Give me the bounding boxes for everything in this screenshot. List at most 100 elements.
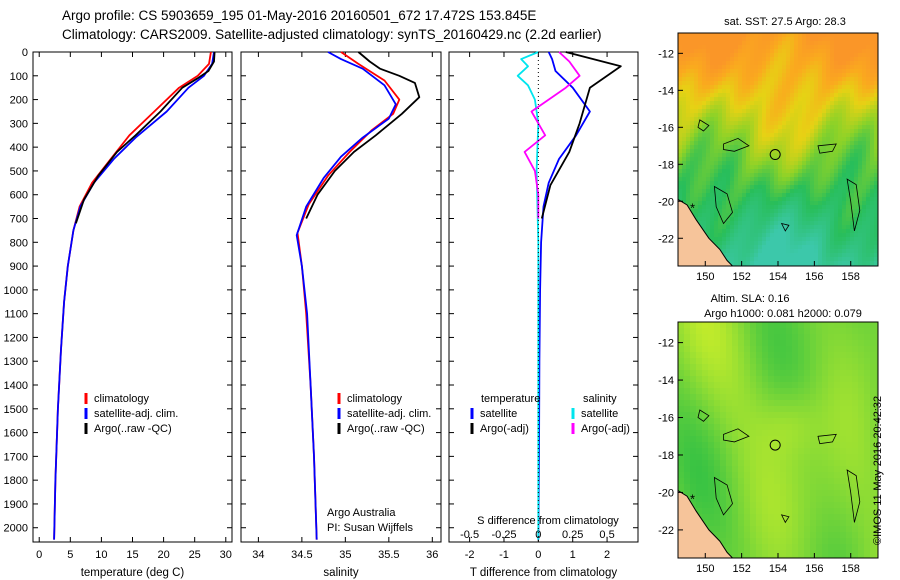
map-cell — [842, 69, 847, 74]
map-cell — [852, 520, 859, 527]
map-cell — [722, 245, 727, 250]
series-line-t-argo--adj- — [540, 51, 622, 219]
map-cell — [792, 508, 799, 515]
map-cell — [744, 544, 751, 551]
map-cell — [814, 185, 819, 190]
map-cell — [798, 352, 805, 359]
map-cell — [780, 376, 787, 383]
map-cell — [854, 257, 859, 262]
map-cell — [694, 213, 699, 218]
map-cell — [822, 245, 827, 250]
map-cell — [798, 478, 805, 485]
map-cell — [798, 532, 805, 539]
map-cell — [798, 249, 803, 254]
map-cell — [790, 217, 795, 222]
map-cell — [766, 237, 771, 242]
map-cell — [780, 388, 787, 395]
map-cell — [874, 45, 878, 50]
map-cell — [794, 37, 799, 42]
x-axis-label: temperature (deg C) — [81, 567, 185, 579]
map-cell — [678, 472, 685, 479]
map-cell — [874, 37, 878, 42]
map-cell — [806, 197, 811, 202]
map-cell — [762, 185, 767, 190]
map-cell — [810, 352, 817, 359]
map-cell — [708, 352, 715, 359]
map-cell — [758, 61, 763, 66]
map-cell — [774, 61, 779, 66]
map-cell — [710, 209, 715, 214]
map-cell — [786, 69, 791, 74]
map-cell — [786, 538, 793, 545]
map-cell — [862, 185, 867, 190]
map-cell — [798, 538, 805, 545]
map-cell — [842, 81, 847, 86]
map-cell — [786, 209, 791, 214]
map-cell — [708, 346, 715, 353]
map-cell — [870, 245, 875, 250]
map-cell — [702, 193, 707, 198]
map-cell — [744, 412, 751, 419]
map-cell — [842, 209, 847, 214]
map-cell — [696, 490, 703, 497]
map-cell — [802, 149, 807, 154]
map-cell — [814, 81, 819, 86]
map-cell — [750, 125, 755, 130]
map-cell — [722, 65, 727, 70]
map-cell — [726, 61, 731, 66]
map-cell — [750, 185, 755, 190]
map-cell — [792, 544, 799, 551]
map-cell — [798, 129, 803, 134]
map-cell — [770, 141, 775, 146]
map-cell — [846, 65, 851, 70]
map-cell — [858, 77, 863, 82]
map-cell — [810, 201, 815, 206]
map-cell — [840, 502, 847, 509]
map-cell — [782, 157, 787, 162]
map-cell — [806, 137, 811, 142]
map-cell — [834, 213, 839, 218]
map-cell — [786, 448, 793, 455]
sst-map-panel: sat. SST: 27.5 Argo: 28.3*150 152 154 156 15… — [658, 16, 879, 283]
map-cell — [686, 129, 691, 134]
map-cell — [798, 514, 805, 521]
map-cell — [742, 221, 747, 226]
map-cell — [702, 358, 709, 365]
map-cell — [690, 205, 695, 210]
map-cell — [834, 233, 839, 238]
map-cell — [726, 508, 733, 515]
map-cell — [864, 418, 871, 425]
map-cell — [702, 448, 709, 455]
map-cell — [744, 466, 751, 473]
map-cell — [684, 322, 691, 329]
map-cell — [834, 157, 839, 162]
map-cell — [826, 93, 831, 98]
map-cell — [826, 105, 831, 110]
map-cell — [834, 49, 839, 54]
map-cell — [758, 101, 763, 106]
map-cell — [710, 65, 715, 70]
map-cell — [822, 77, 827, 82]
map-cell — [678, 460, 685, 467]
map-cell — [810, 53, 815, 58]
map-cell — [770, 261, 775, 266]
map-cell — [786, 508, 793, 515]
map-cell — [782, 45, 787, 50]
map-cell — [714, 69, 719, 74]
map-cell — [762, 177, 767, 182]
map-cell — [702, 157, 707, 162]
map-cell — [762, 424, 769, 431]
map-cell — [858, 209, 863, 214]
map-cell — [742, 129, 747, 134]
map-cell — [828, 514, 835, 521]
map-cell — [846, 197, 851, 202]
map-cell — [762, 245, 767, 250]
map-cell — [852, 550, 859, 557]
map-cell — [782, 153, 787, 158]
map-cell — [846, 550, 853, 557]
map-cell — [834, 490, 841, 497]
map-cell — [818, 165, 823, 170]
map-cell — [806, 125, 811, 130]
map-cell — [686, 193, 691, 198]
map-cell — [738, 340, 745, 347]
